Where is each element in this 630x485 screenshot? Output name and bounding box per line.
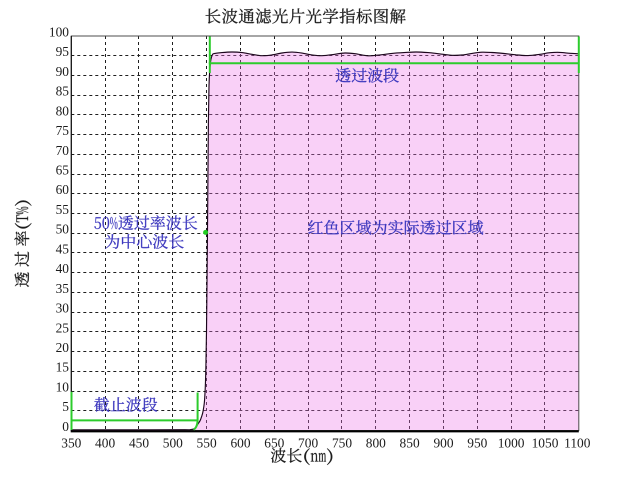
svg-text:5: 5	[62, 399, 69, 414]
svg-text:85: 85	[56, 84, 70, 99]
svg-text:35: 35	[56, 281, 70, 296]
svg-text:500: 500	[163, 436, 183, 451]
svg-text:0: 0	[62, 419, 69, 434]
svg-text:900: 900	[433, 436, 453, 451]
svg-text:40: 40	[56, 261, 70, 276]
svg-text:45: 45	[56, 241, 70, 256]
svg-text:950: 950	[467, 436, 487, 451]
svg-text:15: 15	[56, 360, 70, 375]
svg-text:1000: 1000	[498, 436, 525, 451]
svg-text:750: 750	[332, 436, 352, 451]
svg-text:1050: 1050	[532, 436, 559, 451]
svg-text:20: 20	[56, 340, 70, 355]
svg-text:55: 55	[56, 202, 70, 217]
svg-text:50: 50	[56, 222, 70, 237]
svg-text:350: 350	[61, 436, 81, 451]
svg-text:100: 100	[49, 24, 69, 39]
svg-text:10: 10	[56, 379, 70, 394]
svg-text:700: 700	[298, 436, 318, 451]
svg-text:90: 90	[56, 64, 70, 79]
svg-text:65: 65	[56, 163, 70, 178]
svg-text:95: 95	[56, 44, 70, 59]
svg-text:600: 600	[230, 436, 250, 451]
svg-text:650: 650	[264, 436, 284, 451]
svg-text:1100: 1100	[564, 436, 591, 451]
svg-text:30: 30	[56, 301, 70, 316]
svg-text:400: 400	[95, 436, 115, 451]
svg-text:75: 75	[56, 123, 70, 138]
svg-text:450: 450	[129, 436, 149, 451]
svg-text:25: 25	[56, 320, 70, 335]
svg-text:60: 60	[56, 182, 70, 197]
svg-text:850: 850	[400, 436, 420, 451]
svg-text:70: 70	[56, 143, 70, 158]
svg-text:800: 800	[366, 436, 386, 451]
svg-text:80: 80	[56, 103, 70, 118]
svg-text:550: 550	[197, 436, 217, 451]
